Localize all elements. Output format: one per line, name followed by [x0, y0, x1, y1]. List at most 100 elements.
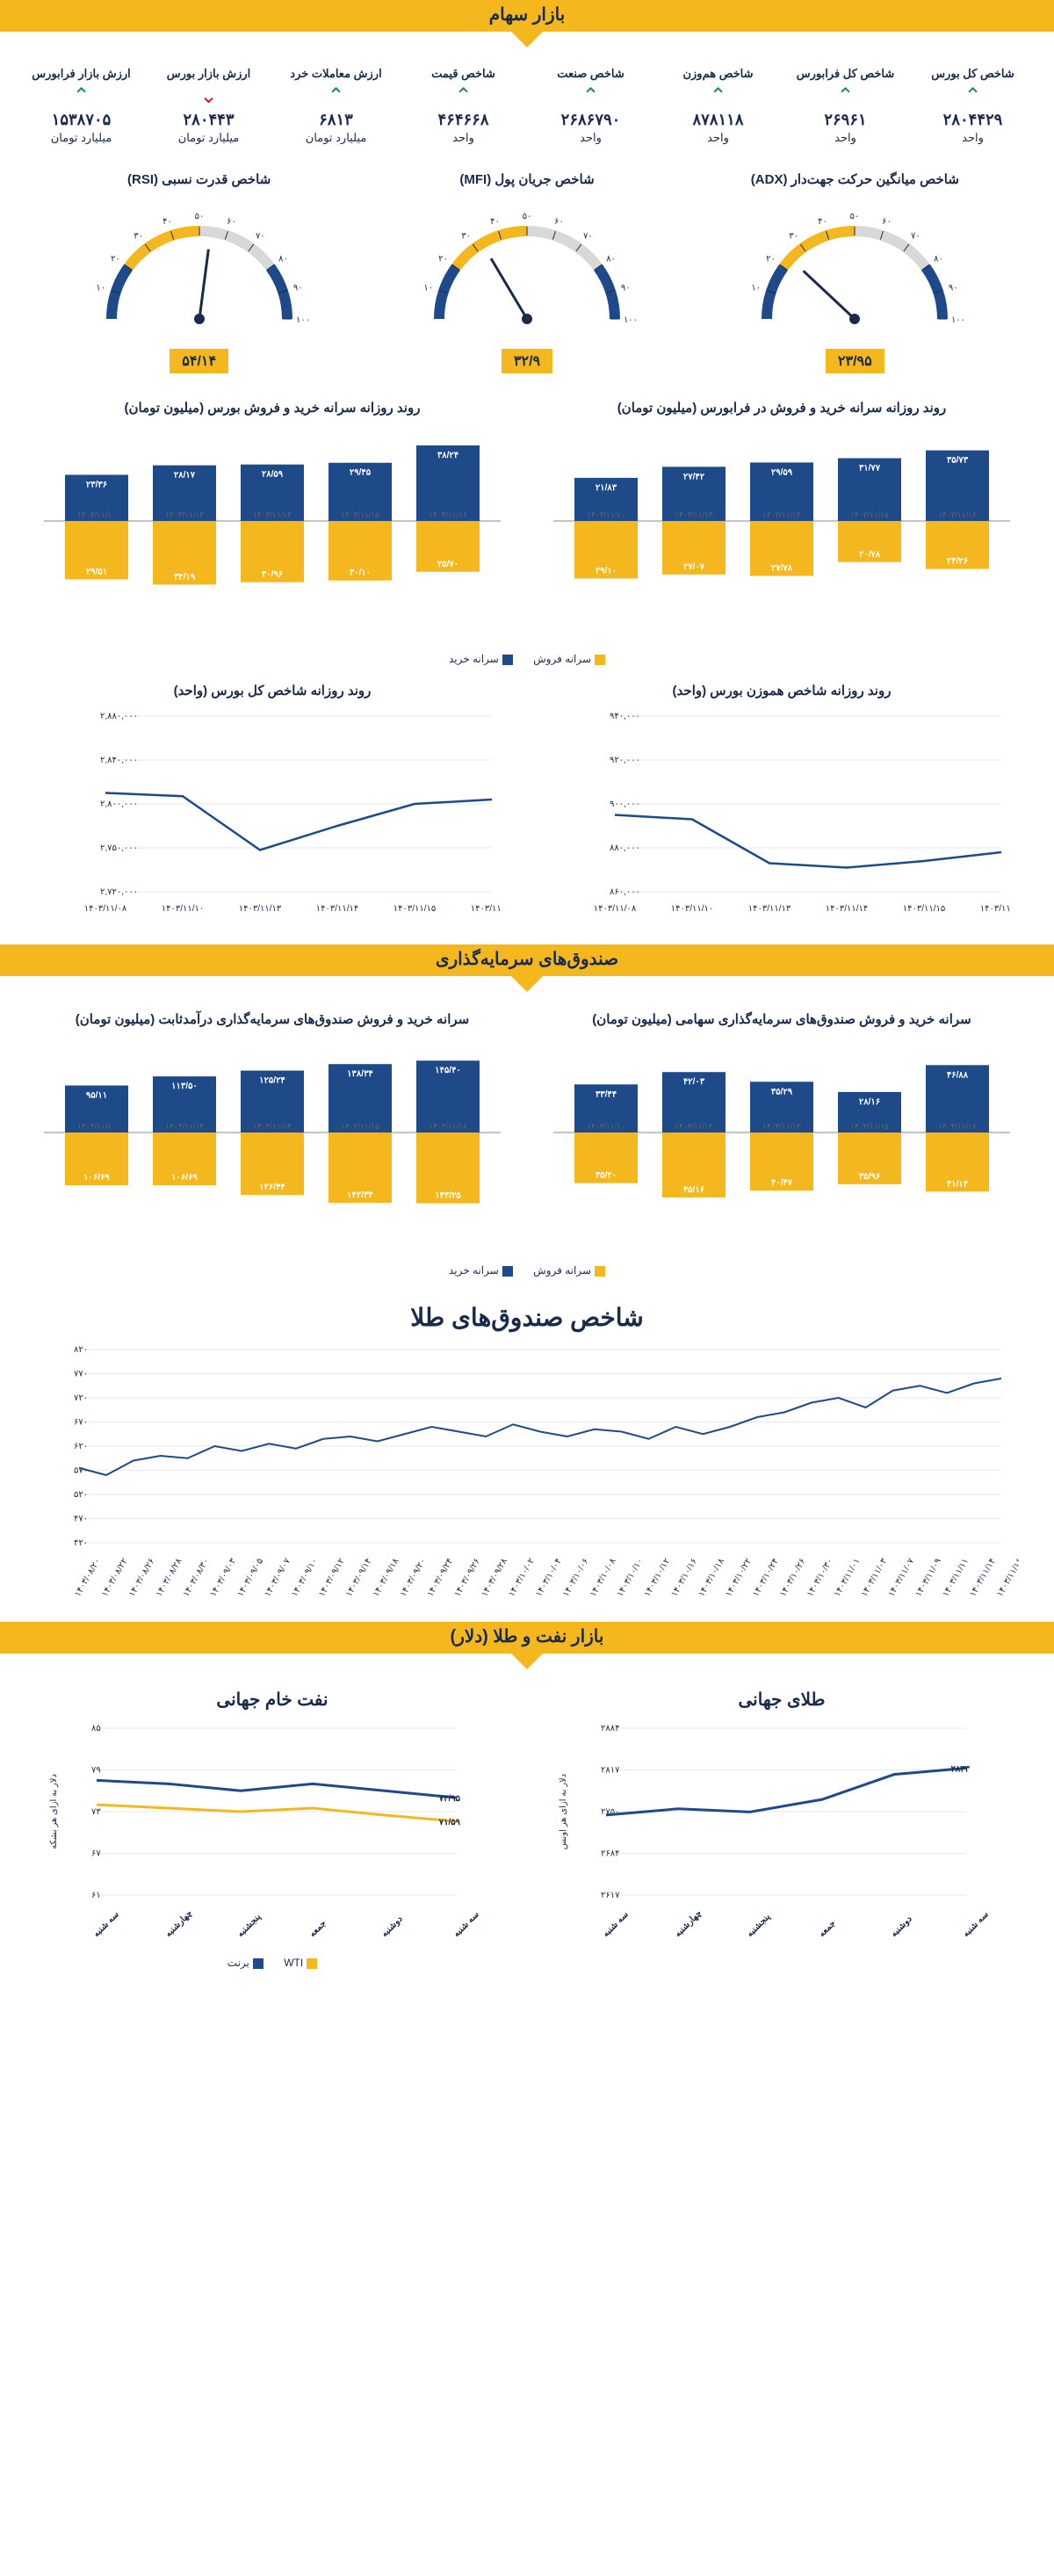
- svg-text:۱۴۰۳/۰۸/۲۰: ۱۴۰۳/۰۸/۲۰: [73, 1557, 103, 1599]
- svg-text:۲۱/۸۳: ۲۱/۸۳: [596, 483, 617, 493]
- svg-text:۴۷۰: ۴۷۰: [74, 1515, 88, 1524]
- metric-card: شاخص کل بورس ⌃ ۲۸۰۴۴۲۹ واحد: [909, 67, 1036, 145]
- svg-text:۲,۷۵۰,۰۰۰: ۲,۷۵۰,۰۰۰: [100, 843, 138, 853]
- svg-text:۷۹: ۷۹: [91, 1766, 101, 1776]
- svg-text:۱۴۰۳/۱۰/۱۲: ۱۴۰۳/۱۰/۱۲: [643, 1557, 673, 1599]
- svg-text:۸۰: ۸۰: [278, 255, 288, 264]
- metric-label: شاخص کل بورس: [909, 67, 1036, 81]
- svg-text:۹۰: ۹۰: [293, 284, 303, 293]
- svg-text:۸۸۰,۰۰۰: ۸۸۰,۰۰۰: [610, 843, 640, 853]
- svg-text:۱۴۰۳/۱۱/۱۶: ۱۴۰۳/۱۱/۱۶: [471, 904, 501, 914]
- oil-world-title: نفت خام جهانی: [35, 1689, 509, 1711]
- svg-text:۱۴۰۳/۱۰/۱۰: ۱۴۰۳/۱۰/۱۰: [616, 1557, 646, 1599]
- svg-text:۹۴۰,۰۰۰: ۹۴۰,۰۰۰: [610, 712, 640, 721]
- svg-text:۱۴۰۳/۱۱/۱۳: ۱۴۰۳/۱۱/۱۳: [239, 904, 282, 914]
- svg-text:۹۰: ۹۰: [621, 284, 631, 293]
- svg-text:۱۴۰۳/۱۱/۱۶: ۱۴۰۳/۱۱/۱۶: [980, 904, 1010, 914]
- metric-value: ۸۷۸۱۱۸: [654, 111, 782, 129]
- svg-text:۱۴۰۳/۰۸/۳۰: ۱۴۰۳/۰۸/۳۰: [182, 1557, 212, 1599]
- svg-text:دوشنبه: دوشنبه: [889, 1914, 914, 1939]
- line-right-chart: ۸۶۰,۰۰۰ ۸۸۰,۰۰۰ ۹۰۰,۰۰۰ ۹۲۰,۰۰۰ ۹۴۰,۰۰۰۱…: [545, 707, 1019, 918]
- svg-text:۶۷: ۶۷: [91, 1849, 101, 1859]
- svg-text:۱۴۰۳/۱۱/۱۵: ۱۴۰۳/۱۱/۱۵: [850, 1122, 889, 1131]
- svg-text:۱۴۰۳/۱۱/۱۳: ۱۴۰۳/۱۱/۱۳: [165, 510, 204, 519]
- buysell-legend: سرانه فروش سرانه خرید: [0, 644, 1054, 683]
- svg-text:سه شنبه: سه شنبه: [961, 1910, 990, 1939]
- svg-text:۱۳۸/۳۴: ۱۳۸/۳۴: [347, 1069, 373, 1079]
- svg-text:۱۴۰۳/۱۱/۱۳: ۱۴۰۳/۱۱/۱۳: [675, 510, 713, 519]
- svg-text:۲۹/۵۹: ۲۹/۵۹: [771, 467, 793, 477]
- gold-index-title: شاخص صندوق‌های طلا: [0, 1294, 1054, 1341]
- svg-text:۱۰: ۱۰: [423, 284, 433, 293]
- metric-unit: واحد: [782, 131, 909, 145]
- svg-text:۳۲/۱۹: ۳۲/۱۹: [174, 572, 196, 582]
- gauge-box: شاخص جریان پول (MFI) ۱۰ ۲۰ ۳۰ ۴۰ ۵۰ ۶۰ ۷…: [386, 171, 668, 373]
- oil-world-chart: ۶۱ ۶۷ ۷۳ ۷۹ ۸۵۷۴/۹۵۷۱/۵۹سه شنبهچهارشنبهپ…: [35, 1719, 509, 1948]
- svg-text:۱۴۰۳/۰۹/۲۴: ۱۴۰۳/۰۹/۲۴: [426, 1557, 456, 1599]
- buysell-left-chart: ۲۳/۳۶ ۱۴۰۳/۱۱/۱۰ ۲۹/۵۱ ۲۸/۱۷ ۱۴۰۳/۱۱/۱۳ …: [35, 424, 509, 618]
- svg-text:۸۵: ۸۵: [91, 1724, 101, 1733]
- svg-text:۱۴۰۳/۰۸/۲۸: ۱۴۰۳/۰۸/۲۸: [155, 1556, 184, 1598]
- svg-text:۱۰۰: ۱۰۰: [296, 315, 310, 325]
- metric-card: شاخص کل فرابورس ⌃ ۲۶۹۶۱ واحد: [782, 67, 909, 145]
- svg-text:۱۴۰۳/۱۱/۰۸: ۱۴۰۳/۱۱/۰۸: [84, 904, 127, 914]
- svg-text:۳۰: ۳۰: [461, 232, 471, 242]
- svg-text:۱۴۰۳/۱۱/۱۶: ۱۴۰۳/۱۱/۱۶: [938, 1122, 977, 1131]
- arrow-up-icon: ⌃: [400, 86, 527, 107]
- svg-text:۱۲۶/۴۴: ۱۲۶/۴۴: [259, 1183, 285, 1192]
- svg-text:۱۴۰۳/۰۹/۲۸: ۱۴۰۳/۰۹/۲۸: [480, 1556, 509, 1598]
- svg-text:۴۰: ۴۰: [819, 217, 828, 227]
- svg-text:۲۸۱۷: ۲۸۱۷: [601, 1766, 620, 1776]
- svg-text:۲۹/۴۵: ۲۹/۴۵: [350, 468, 372, 478]
- gauge-title: شاخص جریان پول (MFI): [386, 171, 668, 187]
- metric-unit: واحد: [527, 131, 654, 145]
- svg-text:چهارشنبه: چهارشنبه: [163, 1908, 194, 1939]
- svg-text:۱۴۰۳/۱۱/۱۰: ۱۴۰۳/۱۱/۱۰: [162, 904, 205, 914]
- svg-text:سه شنبه: سه شنبه: [601, 1910, 630, 1939]
- svg-text:۶۰: ۶۰: [882, 217, 892, 227]
- arrow-up-icon: ⌃: [527, 86, 654, 107]
- svg-text:دلار به ازای هر بشکه: دلار به ازای هر بشکه: [49, 1774, 59, 1849]
- svg-text:۱۴۰۳/۱۱/۱۴: ۱۴۰۳/۱۱/۱۴: [826, 904, 869, 914]
- svg-text:۱۴۰۳/۱۱/۱۰: ۱۴۰۳/۱۱/۱۰: [77, 510, 116, 519]
- svg-text:۲۸۸۴: ۲۸۸۴: [601, 1724, 619, 1733]
- svg-text:۹۰۰,۰۰۰: ۹۰۰,۰۰۰: [610, 800, 640, 809]
- metric-label: ارزش معاملات خرد: [272, 67, 400, 81]
- svg-text:پنجشنبه: پنجشنبه: [235, 1912, 263, 1939]
- svg-text:۱۴۰۳/۱۰/۱۶: ۱۴۰۳/۱۰/۱۶: [669, 1557, 699, 1599]
- gauge-value: ۳۲/۹: [502, 349, 552, 373]
- metric-label: شاخص صنعت: [527, 67, 654, 81]
- svg-text:۲۸۳۳: ۲۸۳۳: [951, 1765, 971, 1775]
- svg-text:۲۹/۵۱: ۲۹/۵۱: [86, 567, 107, 576]
- funds-left-chart: ۹۵/۱۱ ۱۴۰۳/۱۱/۱۰ ۱۰۶/۶۹ ۱۱۳/۵۰ ۱۴۰۳/۱۱/۱…: [35, 1036, 509, 1229]
- svg-text:۳۵/۷۳: ۳۵/۷۳: [947, 456, 969, 466]
- svg-text:۱۴۰۳/۰۹/۰۳: ۱۴۰۳/۰۹/۰۳: [208, 1556, 238, 1598]
- svg-text:۱۴۰۳/۱۱/۱۴: ۱۴۰۳/۱۱/۱۴: [316, 904, 359, 914]
- svg-text:۱۴۰۳/۱۱/۱۴: ۱۴۰۳/۱۱/۱۴: [253, 510, 292, 519]
- svg-text:۸۰: ۸۰: [606, 255, 616, 264]
- svg-text:۱۴۰۳/۱۱/۱۰: ۱۴۰۳/۱۱/۱۰: [671, 904, 714, 914]
- svg-text:۲,۸۴۰,۰۰۰: ۲,۸۴۰,۰۰۰: [100, 756, 138, 765]
- svg-text:۱۴۰۳/۰۸/۲۶: ۱۴۰۳/۰۸/۲۶: [127, 1557, 157, 1599]
- line-left-title: روند روزانه شاخص کل بورس (واحد): [35, 683, 509, 698]
- metric-card: ارزش معاملات خرد ⌃ ۶۸۱۳ میلیارد تومان: [272, 67, 400, 145]
- svg-text:۴۰: ۴۰: [162, 217, 172, 227]
- svg-text:۱۰: ۱۰: [96, 284, 105, 293]
- svg-text:۵۲۰: ۵۲۰: [74, 1490, 88, 1500]
- metric-unit: میلیارد تومان: [272, 131, 400, 145]
- funds-legend: سرانه فروش سرانه خرید: [0, 1255, 1054, 1294]
- line-right-title: روند روزانه شاخص هموزن بورس (واحد): [545, 683, 1019, 698]
- svg-text:۱۴۰۳/۰۹/۱۴: ۱۴۰۳/۰۹/۱۴: [344, 1557, 374, 1599]
- svg-text:۸۲۰: ۸۲۰: [74, 1345, 88, 1355]
- svg-text:۱۴۰۳/۱۰/۰۶: ۱۴۰۳/۱۰/۰۶: [561, 1557, 591, 1599]
- svg-text:۲,۸۸۰,۰۰۰: ۲,۸۸۰,۰۰۰: [100, 712, 138, 721]
- buysell-right-chart: ۲۱/۸۳ ۱۴۰۳/۱۱/۱۰ ۲۹/۱۰ ۲۷/۴۲ ۱۴۰۳/۱۱/۱۳ …: [545, 424, 1019, 618]
- svg-text:۵۷۰: ۵۷۰: [74, 1466, 88, 1476]
- svg-text:۳۵/۲۰: ۳۵/۲۰: [596, 1171, 617, 1181]
- svg-text:۱۴۰۳/۱۱/۱۶: ۱۴۰۳/۱۱/۱۶: [938, 510, 977, 519]
- metric-value: ۲۶۸۶۷۹۰: [527, 111, 654, 129]
- svg-text:۷۲۰: ۷۲۰: [74, 1393, 88, 1403]
- section-header-oilgold: بازار نفت و طلا (دلار): [0, 1622, 1054, 1653]
- svg-text:۲۰: ۲۰: [111, 255, 120, 264]
- svg-text:۱۴۰۳/۱۱/۰۹: ۱۴۰۳/۱۱/۰۹: [913, 1557, 943, 1599]
